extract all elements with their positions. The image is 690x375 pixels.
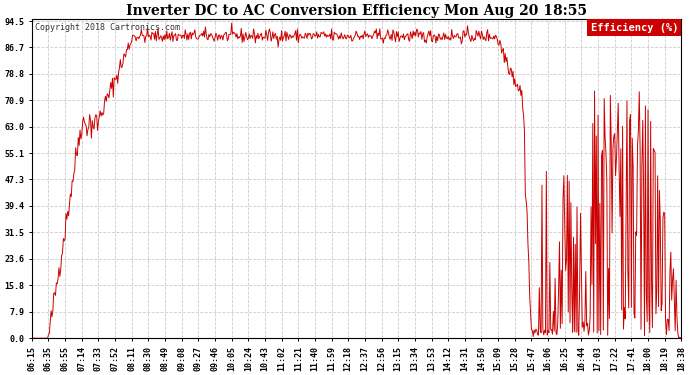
Text: Efficiency (%): Efficiency (%) (591, 22, 678, 33)
Text: Copyright 2018 Cartronics.com: Copyright 2018 Cartronics.com (35, 22, 180, 32)
Title: Inverter DC to AC Conversion Efficiency Mon Aug 20 18:55: Inverter DC to AC Conversion Efficiency … (126, 4, 587, 18)
